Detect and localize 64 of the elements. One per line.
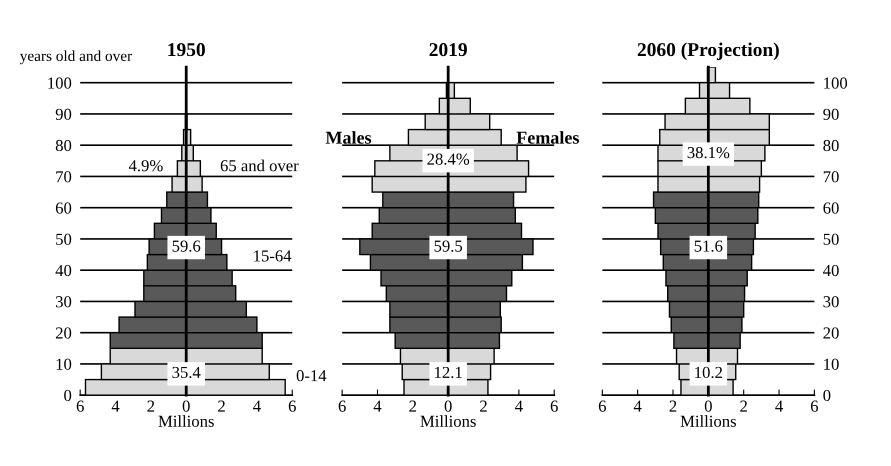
text: 0-14: [296, 370, 326, 382]
annotation: 59.5: [434, 240, 462, 252]
x-tick-label: 2: [218, 400, 225, 412]
annotation: 59.6: [172, 240, 200, 252]
x-tick-label: 4: [253, 400, 261, 412]
y-tick-label: 100: [824, 77, 848, 89]
y-tick-label: 40: [823, 264, 839, 276]
x-tick-label: 0: [182, 400, 190, 412]
x-tick-label: 6: [598, 400, 606, 412]
y-tick-label: 40: [56, 264, 72, 276]
x-tick-label: 2: [670, 400, 676, 412]
annotation: 65 and over: [220, 160, 299, 172]
y-tick-label: 0: [64, 390, 72, 402]
annotation: 15-64: [254, 250, 292, 262]
x-tick-label: 2: [147, 400, 154, 412]
annotation: 51.6: [694, 240, 722, 252]
x-tick-label: 0: [704, 400, 712, 412]
chart-title: 2060 (Projection): [638, 42, 779, 60]
x-tick-label: 2: [409, 400, 416, 412]
annotation: 28.4%: [427, 154, 470, 165]
series-label: Males: [326, 131, 372, 144]
chart-title: 1950: [168, 43, 205, 56]
x-tick-label: 2: [480, 400, 487, 412]
y-tick-label: 10: [56, 358, 72, 370]
x-tick-label: 2: [740, 400, 747, 412]
y-tick-label: 70: [824, 171, 839, 182]
x-tick-label: 6: [810, 400, 818, 412]
x-axis-title: Millions: [420, 415, 476, 427]
annotation: 10.2: [695, 366, 722, 378]
x-tick-label: 0: [444, 400, 452, 412]
annotation: 35.4: [172, 366, 201, 378]
y-tick-label: 80: [823, 140, 839, 152]
x-axis-title: Millions: [158, 415, 214, 427]
x-tick-label: 4: [112, 400, 120, 412]
y-tick-label: 20: [56, 327, 72, 339]
y-tick-label: 60: [823, 202, 839, 214]
y-tick-label: 90: [56, 108, 72, 120]
x-tick-label: 4: [515, 400, 523, 412]
series-label: Females: [516, 131, 579, 144]
chart-title: 2019: [430, 43, 467, 56]
y-tick-label: 50: [56, 234, 72, 245]
y-tick-label: 100: [48, 77, 72, 89]
x-tick-label: 4: [775, 400, 783, 412]
y-tick-label: 0: [823, 390, 830, 402]
y-tick-label: 30: [824, 296, 839, 308]
x-tick-label: 4: [374, 400, 382, 412]
y-tick-label: 30: [56, 296, 72, 308]
y-tick-label: 20: [823, 327, 839, 339]
annotation: 4.9%: [128, 160, 163, 172]
y-tick-label: 60: [56, 202, 72, 214]
y-tick-label: 70: [56, 171, 72, 182]
x-tick-label: 6: [76, 400, 84, 412]
y-tick-label: 50: [824, 234, 839, 245]
y-tick-label: 80: [56, 140, 72, 152]
annotation: 38.1%: [688, 146, 730, 158]
x-axis-title: Millions: [680, 415, 736, 427]
x-tick-label: 6: [338, 400, 346, 412]
x-tick-label: 6: [550, 400, 558, 412]
x-tick-label: 4: [634, 400, 642, 412]
y-tick-label: 90: [823, 108, 839, 120]
text: years old and over: [20, 50, 132, 64]
x-tick-label: 6: [288, 400, 296, 412]
y-tick-label: 10: [824, 358, 839, 370]
annotation: 12.1: [435, 366, 462, 378]
